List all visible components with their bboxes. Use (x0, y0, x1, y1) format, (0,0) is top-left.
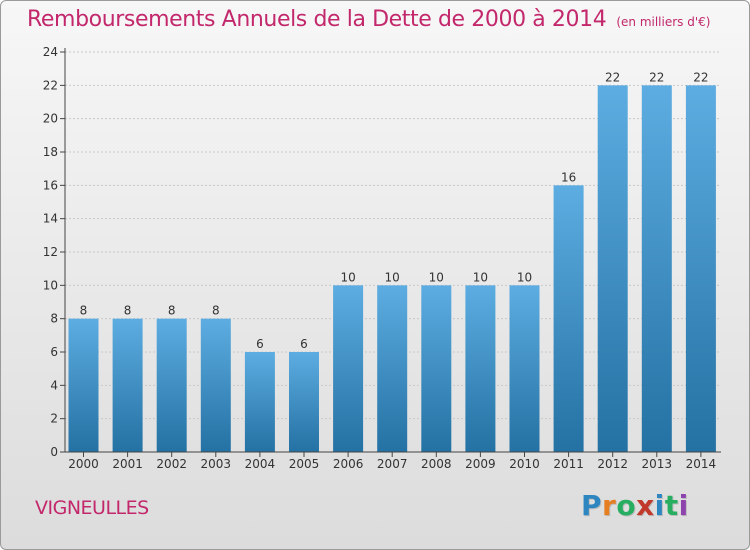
x-tick-label: 2004 (245, 457, 276, 471)
logo-letter: r (602, 489, 617, 522)
x-tick-label: 2003 (201, 457, 232, 471)
data-label: 8 (168, 304, 176, 318)
bar (421, 285, 452, 452)
bar (244, 352, 275, 452)
logo-letter: o (616, 489, 637, 522)
y-tick-label: 20 (43, 112, 58, 126)
bar (156, 318, 187, 452)
x-tick-label: 2005 (289, 457, 320, 471)
y-tick-label: 12 (43, 245, 58, 259)
bars (68, 85, 716, 453)
y-tick-label: 0 (50, 445, 58, 459)
bar (377, 285, 408, 452)
logo-letter: i (678, 489, 689, 522)
x-tick-label: 2007 (377, 457, 408, 471)
bar-chart: 0246810121416182022248200082001820028200… (43, 45, 721, 471)
chart-title-text: Remboursements Annuels de la Dette de 20… (27, 7, 607, 32)
data-label: 22 (649, 70, 664, 84)
logo-letter: x (636, 489, 655, 522)
y-tick-label: 6 (50, 345, 58, 359)
bar (200, 318, 231, 452)
proxiti-logo: Proxiti (581, 489, 689, 522)
data-label: 10 (473, 270, 488, 284)
y-tick-label: 18 (43, 145, 58, 159)
bar (68, 318, 99, 452)
x-tick-label: 2006 (333, 457, 364, 471)
labels: 0246810121416182022248200082001820028200… (43, 45, 716, 471)
y-tick-label: 10 (43, 278, 58, 292)
data-label: 16 (561, 170, 576, 184)
logo-letter: i (654, 489, 665, 522)
bar (509, 285, 540, 452)
data-label: 10 (340, 270, 355, 284)
data-label: 6 (256, 337, 264, 351)
x-tick-label: 2008 (421, 457, 452, 471)
y-tick-label: 8 (50, 312, 58, 326)
data-label: 10 (385, 270, 400, 284)
data-label: 6 (300, 337, 308, 351)
bar (333, 285, 364, 452)
data-label: 22 (693, 70, 708, 84)
y-tick-label: 2 (50, 412, 58, 426)
logo-letter: P (581, 489, 603, 522)
x-tick-label: 2001 (112, 457, 143, 471)
commune-name: VIGNEULLES (35, 497, 149, 519)
x-tick-label: 2012 (597, 457, 628, 471)
axes (60, 48, 721, 457)
logo-letter: t (664, 489, 679, 522)
y-tick-label: 4 (50, 378, 58, 392)
y-tick-label: 24 (43, 45, 58, 59)
x-tick-label: 2000 (68, 457, 99, 471)
bar (553, 185, 584, 453)
data-label: 10 (517, 270, 532, 284)
x-tick-label: 2011 (553, 457, 584, 471)
x-tick-label: 2009 (465, 457, 496, 471)
bar (685, 85, 716, 452)
data-label: 10 (429, 270, 444, 284)
x-tick-label: 2013 (642, 457, 673, 471)
data-label: 8 (124, 304, 132, 318)
bar (289, 352, 319, 452)
bar (597, 85, 628, 452)
chart-subtitle: (en milliers d'€) (616, 15, 711, 29)
data-label: 8 (212, 304, 220, 318)
bar (465, 285, 496, 452)
chart-title: Remboursements Annuels de la Dette de 20… (27, 7, 710, 32)
y-tick-label: 14 (43, 212, 58, 226)
x-tick-label: 2002 (156, 457, 187, 471)
bar (112, 318, 143, 452)
data-label: 8 (80, 304, 88, 318)
data-label: 22 (605, 70, 620, 84)
y-tick-label: 16 (43, 178, 58, 192)
x-tick-label: 2014 (686, 457, 717, 471)
x-tick-label: 2010 (509, 457, 540, 471)
y-tick-label: 22 (43, 78, 58, 92)
bar (641, 85, 672, 452)
